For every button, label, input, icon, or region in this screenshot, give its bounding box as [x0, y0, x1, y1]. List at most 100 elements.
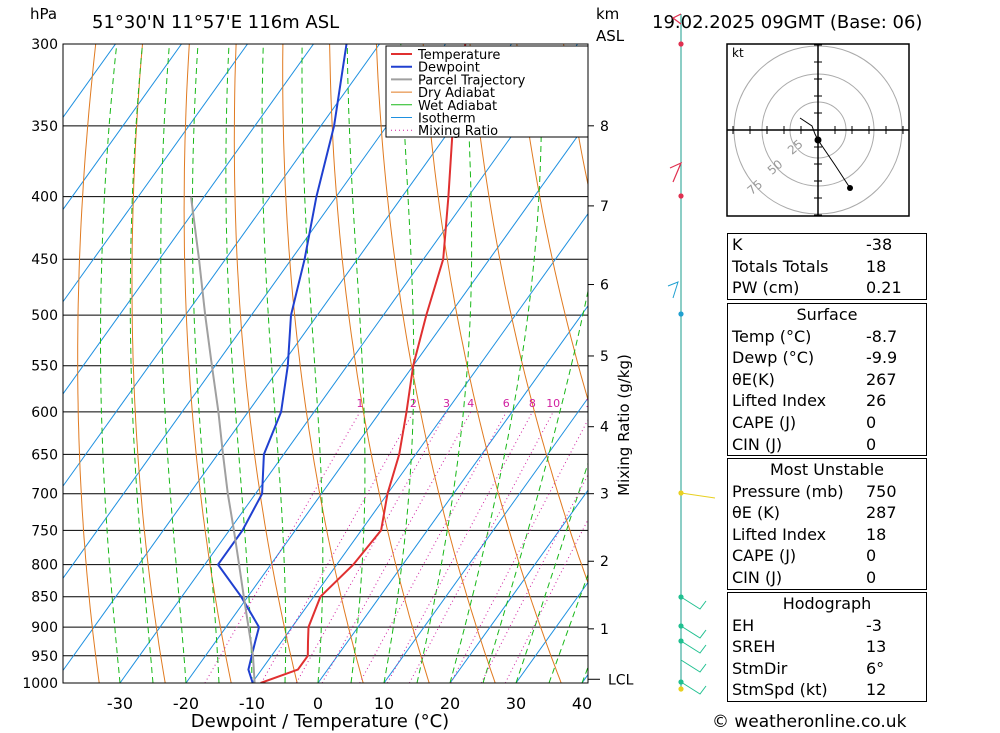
legend-label: Isotherm	[418, 112, 476, 127]
wind-level-dot	[678, 41, 684, 47]
dry-adiabat-line	[131, 44, 166, 683]
mixing-ratio-label: 8	[529, 397, 536, 410]
index-value: 13	[866, 637, 887, 657]
index-value: -8.7	[866, 326, 898, 346]
legend-label: Dewpoint	[418, 61, 480, 76]
wind-level-dot	[678, 311, 684, 317]
pressure-tick-label: 1000	[22, 676, 58, 692]
indices-table: K -38 Totals Totals 18 PW (cm) 0.21	[727, 233, 927, 300]
index-name: θE(K)	[732, 369, 775, 389]
mixing-ratio-label: 10	[546, 397, 560, 410]
pressure-tick-label: 500	[31, 308, 58, 324]
index-row: θE (K) 287	[728, 502, 926, 524]
km-tick-label: 5	[600, 349, 609, 365]
legend-label: Parcel Trajectory	[418, 73, 526, 88]
x-axis-label: Dewpoint / Temperature (°C)	[191, 711, 449, 732]
km-tick-label: 6	[600, 278, 609, 294]
index-name: CIN (J)	[732, 567, 783, 587]
index-row: SREH 13	[728, 636, 926, 658]
mixing-ratio-label: 6	[503, 397, 510, 410]
wet-adiabat-line	[482, 288, 588, 683]
dry-adiabat-line	[282, 44, 364, 683]
hodograph-storm-marker	[814, 136, 822, 144]
wind-level-dot	[678, 193, 684, 199]
index-row: Lifted Index 26	[728, 390, 926, 412]
wet-adiabat-line	[548, 573, 588, 683]
index-value: 0	[866, 412, 877, 432]
index-name: Temp (°C)	[732, 326, 812, 346]
dry-adiabat-line	[932, 26, 1000, 683]
index-row: θE(K) 267	[728, 369, 926, 391]
index-value: 267	[866, 369, 897, 389]
wet-adiabat-line	[225, 44, 253, 683]
isotherm-line	[317, 305, 588, 683]
surface-title: Surface	[796, 305, 858, 324]
index-value: 18	[866, 256, 887, 276]
wind-barb	[680, 625, 707, 639]
mixing-ratio-axis-label: Mixing Ratio (g/kg)	[615, 354, 633, 496]
wet-adiabat-line	[160, 44, 187, 683]
km-tick-label: 3	[600, 487, 609, 503]
wind-barb	[667, 281, 679, 299]
dry-adiabat-line	[422, 44, 562, 683]
index-row: StmSpd (kt) 12	[728, 679, 926, 701]
pressure-tick-label: 850	[31, 590, 58, 606]
index-value: 6°	[866, 658, 885, 678]
pressure-tick-label: 900	[31, 620, 58, 636]
wind-barb	[671, 13, 682, 25]
mixing-ratio-label: 4	[467, 397, 474, 410]
mixing-ratio-line	[321, 411, 472, 683]
index-value: 750	[866, 481, 897, 501]
wind-barb	[680, 659, 707, 673]
index-value: 0	[866, 546, 877, 566]
dry-adiabat-line	[233, 44, 298, 683]
series-dewpoint	[216, 44, 348, 683]
index-row: Dewp (°C) -9.9	[728, 347, 926, 369]
pressure-tick-label: 700	[31, 487, 58, 503]
mixing-ratio-line	[450, 418, 588, 683]
index-value: 0.21	[866, 278, 902, 298]
legend-box	[385, 45, 589, 138]
index-name: PW (cm)	[732, 278, 800, 298]
mixing-ratio-line	[359, 411, 507, 683]
km-tick-label: 8	[600, 119, 609, 135]
hodograph-table: Hodograph EH -3 SREH 13 StmDir 6° StmSpd (kt) 1…	[727, 592, 927, 702]
pressure-tick-label: 450	[31, 252, 58, 268]
km-unit-label: km	[596, 5, 619, 23]
legend-label: Temperature	[417, 48, 500, 63]
mixing-ratio-line	[504, 518, 588, 683]
wind-barb	[680, 681, 707, 695]
index-row: PW (cm) 0.21	[728, 277, 926, 299]
isotherm-line	[63, 44, 512, 672]
index-row: Pressure (mb) 750	[728, 481, 926, 503]
lcl-label: LCL	[608, 672, 634, 688]
pressure-tick-label: 400	[31, 190, 58, 206]
pressure-tick-label: 650	[31, 447, 58, 463]
index-name: CAPE (J)	[732, 546, 797, 566]
pressure-tick-label: 750	[31, 523, 58, 539]
index-row: CAPE (J) 0	[728, 412, 926, 434]
pressure-tick-label: 300	[31, 37, 58, 53]
temperature-tick-label: 20	[440, 694, 460, 713]
dry-adiabat-line	[469, 44, 588, 585]
index-value: 0	[866, 567, 877, 587]
legend-label: Dry Adiabat	[418, 86, 495, 101]
hodograph-end-point	[847, 185, 853, 191]
wet-adiabat-line	[383, 44, 415, 683]
mixing-ratio-line	[386, 411, 533, 683]
dry-adiabat-line	[516, 44, 588, 402]
mixing-ratio-label: 3	[443, 397, 450, 410]
temperature-tick-label: 30	[506, 694, 526, 713]
legend-label: Wet Adiabat	[418, 99, 497, 114]
km-tick-label: 1	[600, 622, 609, 638]
mixing-ratio-label: 15	[585, 397, 599, 410]
index-name: CAPE (J)	[732, 412, 797, 432]
isotherm-line	[251, 212, 588, 683]
wet-adiabat-line	[346, 44, 366, 683]
index-row: EH -3	[728, 615, 926, 637]
temperature-tick-label: 10	[374, 694, 394, 713]
index-name: Pressure (mb)	[732, 481, 844, 501]
dry-adiabat-line	[375, 44, 496, 683]
